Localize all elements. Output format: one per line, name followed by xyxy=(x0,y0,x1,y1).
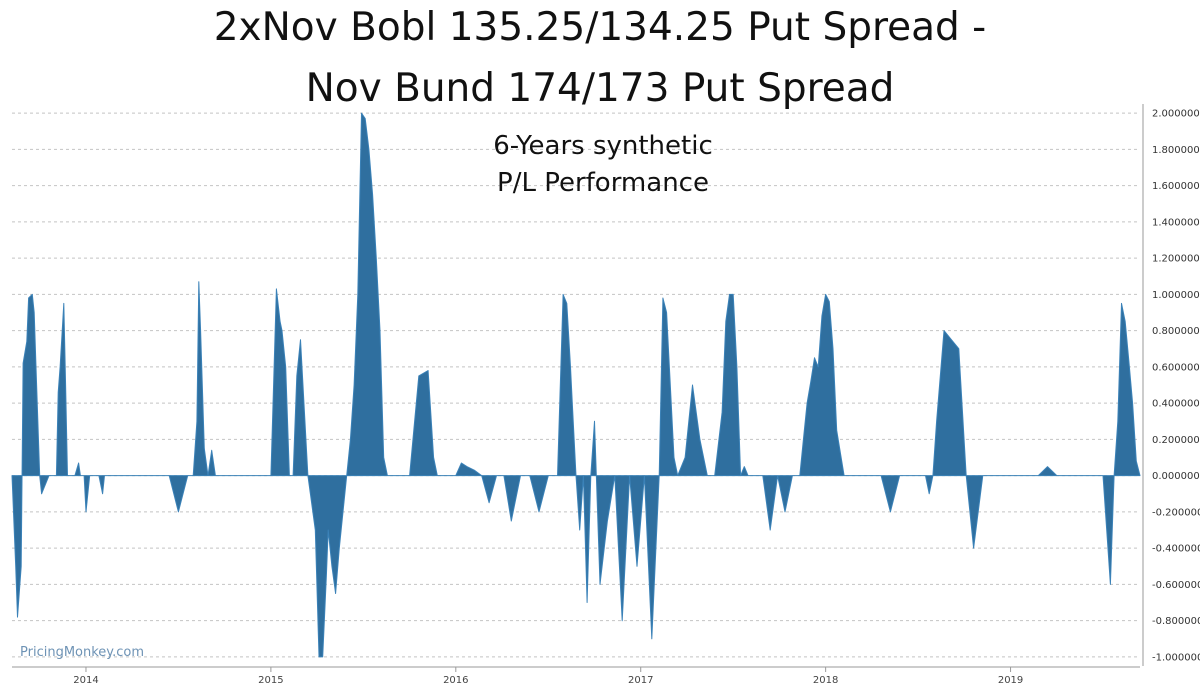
x-tick-label: 2017 xyxy=(628,675,653,686)
chart-subtitle-line-2: P/L Performance xyxy=(497,168,709,198)
y-tick-label: 2.000000 xyxy=(1152,109,1200,120)
pl-area-series xyxy=(11,112,1141,658)
y-tick-label: 1.400000 xyxy=(1152,217,1200,228)
y-tick-label: 0.800000 xyxy=(1152,326,1200,337)
y-tick-label: 0.400000 xyxy=(1152,399,1200,410)
x-tick-label: 2019 xyxy=(998,675,1023,686)
series-layer xyxy=(11,112,1141,658)
y-tick-label: 1.000000 xyxy=(1152,290,1200,301)
y-tick-label: 1.800000 xyxy=(1152,145,1200,156)
watermark: PricingMonkey.com xyxy=(20,645,144,660)
x-tick-label: 2015 xyxy=(258,675,283,686)
chart-subtitle-line-1: 6-Years synthetic xyxy=(493,131,713,161)
y-tick-label: -0.400000 xyxy=(1152,544,1200,555)
x-tick-label: 2018 xyxy=(813,675,838,686)
stats-summary: High 2.00 Low -1.00 Avg 0.052 xyxy=(698,623,1098,653)
y-tick-label: -0.200000 xyxy=(1152,507,1200,518)
x-tick-label: 2014 xyxy=(73,675,98,686)
y-tick-label: 1.600000 xyxy=(1152,181,1200,192)
y-tick-label: -0.800000 xyxy=(1152,616,1200,627)
y-tick-label: 0.600000 xyxy=(1152,362,1200,373)
y-tick-label: -1.000000 xyxy=(1152,652,1200,663)
chart-title-line-2: Nov Bund 174/173 Put Spread xyxy=(306,66,895,111)
axis-layer: 2.000000 1.800000 1.600000 1.400000 1.200000… xyxy=(12,104,1200,686)
chart-title-line-1: 2xNov Bobl 135.25/134.25 Put Spread - xyxy=(214,5,987,50)
y-tick-label: 0.200000 xyxy=(1152,435,1200,446)
x-tick-label: 2016 xyxy=(443,675,468,686)
y-tick-label: 0.000000 xyxy=(1152,471,1200,482)
y-tick-label: -0.600000 xyxy=(1152,580,1200,591)
y-tick-label: 1.200000 xyxy=(1152,254,1200,265)
